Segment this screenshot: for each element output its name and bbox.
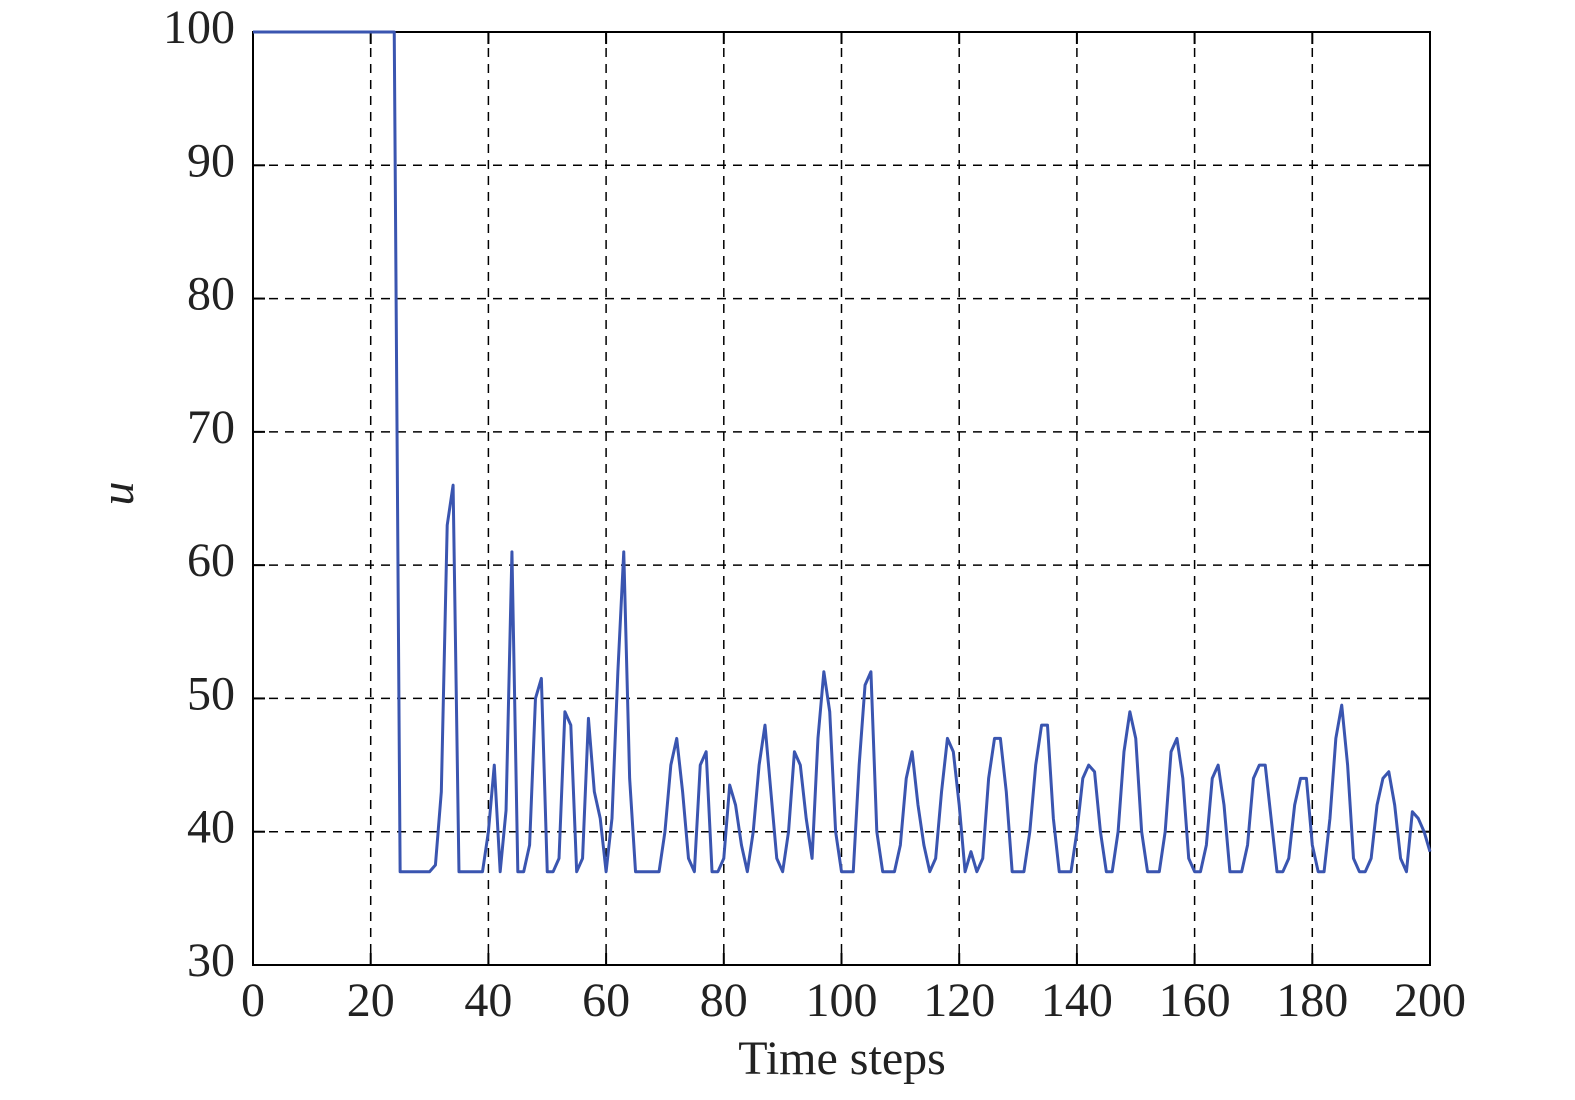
x-tick-label: 140 — [1041, 974, 1113, 1027]
y-tick-label: 50 — [187, 667, 235, 720]
x-tick-label: 100 — [806, 974, 878, 1027]
y-tick-label: 100 — [163, 1, 235, 54]
y-tick-label: 30 — [187, 934, 235, 987]
x-tick-label: 60 — [582, 974, 630, 1027]
y-axis-label: u — [91, 482, 144, 506]
x-axis-label: Time steps — [738, 1032, 946, 1085]
plot-frame — [252, 31, 1431, 966]
x-tick-label: 160 — [1159, 974, 1231, 1027]
x-tick-label: 180 — [1276, 974, 1348, 1027]
y-tick-label: 40 — [187, 801, 235, 854]
y-tick-label: 80 — [187, 268, 235, 321]
x-tick-label: 20 — [347, 974, 395, 1027]
x-tick-label: 120 — [923, 974, 995, 1027]
x-tick-label: 40 — [464, 974, 512, 1027]
x-tick-label: 200 — [1394, 974, 1466, 1027]
y-tick-label: 60 — [187, 534, 235, 587]
x-tick-label: 0 — [241, 974, 265, 1027]
y-tick-label: 70 — [187, 401, 235, 454]
data-line — [253, 30, 1432, 874]
x-tick-label: 80 — [700, 974, 748, 1027]
y-tick-label: 90 — [187, 134, 235, 187]
